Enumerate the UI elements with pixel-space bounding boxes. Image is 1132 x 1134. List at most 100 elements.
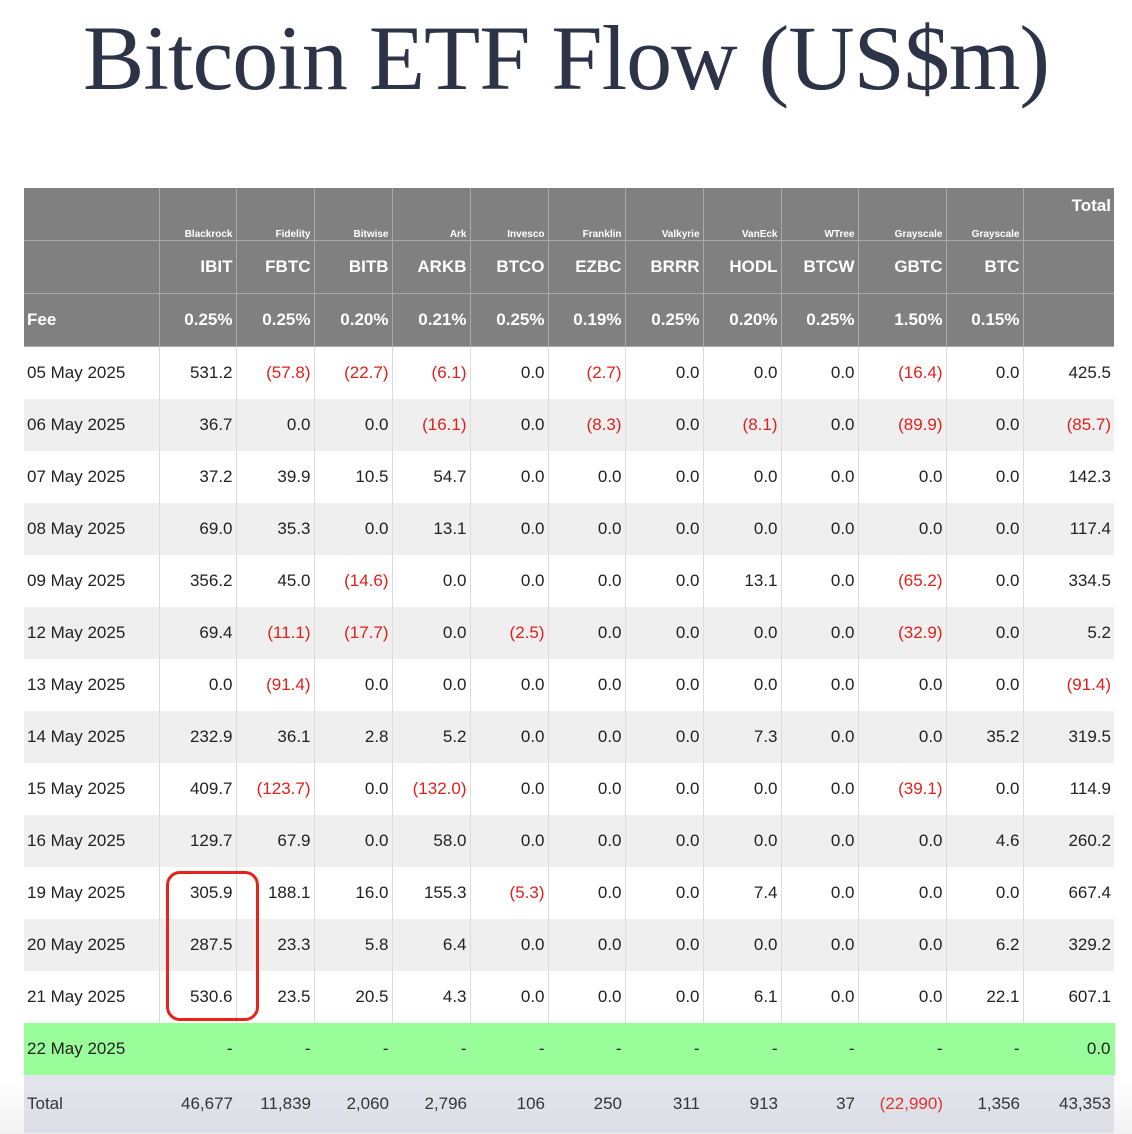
flow-cell: 45.0 (236, 555, 315, 607)
flow-cell: (123.7) (236, 763, 315, 815)
flow-cell: 0.0 (470, 815, 549, 867)
flow-cell: 0.0 (858, 659, 947, 711)
flow-cell: (16.4) (858, 346, 947, 399)
flow-cell: (17.7) (314, 607, 393, 659)
flow-cell: - (703, 1023, 782, 1075)
row-date: 22 May 2025 (24, 1023, 160, 1075)
table-row: 14 May 2025 232.9 36.1 2.8 5.2 0.0 0.0 0.0 7.3 0.… (24, 711, 1114, 763)
flow-cell: (5.3) (470, 867, 549, 919)
flow-cell: 188.1 (236, 867, 315, 919)
flow-cell: 0.0 (236, 399, 315, 451)
flow-cell: - (470, 1023, 549, 1075)
flow-cell: 0.0 (946, 451, 1024, 503)
totals-cell: 2,796 (392, 1075, 470, 1133)
flow-cell: 0.0 (625, 607, 704, 659)
flow-cell: 0.0 (946, 346, 1024, 399)
ticker-header: BTCW (781, 240, 859, 294)
flow-cell: 0.0 (470, 971, 549, 1023)
flow-cell: 0.0 (548, 659, 626, 711)
table-row: 20 May 2025 287.5 23.3 5.8 6.4 0.0 0.0 0.0 0.0 0.… (24, 919, 1114, 971)
flow-cell: 0.0 (781, 815, 859, 867)
flow-cell: 0.0 (392, 659, 471, 711)
flow-cell: 0.0 (548, 971, 626, 1023)
table-row: 16 May 2025 129.7 67.9 0.0 58.0 0.0 0.0 0.0 0.0 0… (24, 815, 1114, 867)
flow-cell: 0.0 (946, 659, 1024, 711)
row-total: 607.1 (1023, 971, 1114, 1023)
row-total: 260.2 (1023, 815, 1114, 867)
flow-cell: (132.0) (392, 763, 471, 815)
flow-cell: 7.4 (703, 867, 782, 919)
total-header-label: Total (1071, 196, 1111, 215)
flow-cell: 129.7 (159, 815, 237, 867)
totals-cell: 913 (703, 1075, 781, 1133)
flow-cell: 531.2 (159, 346, 237, 399)
flow-cell: 0.0 (625, 555, 704, 607)
flow-cell: 0.0 (781, 659, 859, 711)
issuer-header: VanEck (703, 188, 782, 241)
issuer-header: Franklin (548, 188, 626, 241)
table-row: 06 May 2025 36.7 0.0 0.0 (16.1) 0.0 (8.3) 0.0 (8… (24, 399, 1114, 451)
flow-cell: 305.9 (159, 867, 237, 919)
flow-cell: (8.3) (548, 399, 626, 451)
flow-cell: 6.1 (703, 971, 782, 1023)
flow-cell: 0.0 (625, 451, 704, 503)
fee-value: 0.25% (159, 293, 237, 347)
flow-cell: 4.6 (946, 815, 1024, 867)
row-date: 08 May 2025 (24, 503, 160, 555)
row-date: 15 May 2025 (24, 763, 160, 815)
table-row: 21 May 2025 530.6 23.5 20.5 4.3 0.0 0.0 0.0 6.1 0… (24, 971, 1114, 1023)
row-total: 0.0 (1023, 1023, 1115, 1075)
table-row: 19 May 2025 305.9 188.1 16.0 155.3 (5.3) 0.0 0.… (24, 867, 1114, 919)
flow-cell: 0.0 (703, 346, 782, 399)
table-row: 07 May 2025 37.2 39.9 10.5 54.7 0.0 0.0 0.0 0.0 0… (24, 451, 1114, 503)
flow-cell: 0.0 (703, 919, 782, 971)
flow-cell: 0.0 (858, 919, 947, 971)
flow-cell: 409.7 (159, 763, 237, 815)
totals-cell: 311 (625, 1075, 703, 1133)
flow-cell: 0.0 (548, 451, 626, 503)
ticker-header: BTC (946, 240, 1024, 294)
flow-cell: 23.3 (236, 919, 315, 971)
etf-flow-table: Blackrock Fidelity Bitwise Ark Invesco Frankl… (24, 188, 1115, 1133)
row-total: (85.7) (1023, 399, 1114, 451)
fee-value: 1.50% (858, 293, 947, 347)
flow-cell: - (946, 1023, 1024, 1075)
fee-value: 0.15% (946, 293, 1024, 347)
flow-cell: - (548, 1023, 626, 1075)
flow-cell: - (314, 1023, 393, 1075)
flow-cell: 0.0 (703, 607, 782, 659)
flow-cell: - (781, 1023, 859, 1075)
flow-cell: 0.0 (392, 555, 471, 607)
row-total: 334.5 (1023, 555, 1114, 607)
flow-cell: 155.3 (392, 867, 471, 919)
flow-cell: 0.0 (858, 711, 947, 763)
flow-cell: 0.0 (548, 555, 626, 607)
today-row: 22 May 2025- - - - - - - - - - -0.0 (24, 1023, 1115, 1075)
totals-cell: 1,356 (946, 1075, 1023, 1133)
flow-cell: 69.4 (159, 607, 237, 659)
flow-cell: (22.7) (314, 346, 393, 399)
totals-row: Total 46,677 11,839 2,060 2,796 106 250 311 913 3… (24, 1075, 1114, 1133)
flow-cell: 530.6 (159, 971, 237, 1023)
issuer-header: Valkyrie (625, 188, 704, 241)
row-total: 117.4 (1023, 503, 1114, 555)
totals-label: Total (24, 1075, 159, 1133)
flow-cell: (32.9) (858, 607, 947, 659)
flow-cell: 0.0 (781, 503, 859, 555)
flow-cell: 0.0 (470, 555, 549, 607)
ticker-header: EZBC (548, 240, 626, 294)
table-row: 09 May 2025 356.2 45.0 (14.6) 0.0 0.0 0.0 0.0 13… (24, 555, 1114, 607)
header-corner (24, 188, 160, 241)
flow-cell: (91.4) (236, 659, 315, 711)
flow-cell: (65.2) (858, 555, 947, 607)
flow-cell: 58.0 (392, 815, 471, 867)
flow-cell: 0.0 (314, 503, 393, 555)
row-date: 14 May 2025 (24, 711, 160, 763)
flow-cell: 0.0 (781, 971, 859, 1023)
flow-cell: 0.0 (470, 399, 549, 451)
row-date: 05 May 2025 (24, 346, 160, 399)
table-row: 15 May 2025 409.7 (123.7) 0.0 (132.0) 0.0 0.0 0… (24, 763, 1114, 815)
flow-cell: (89.9) (858, 399, 947, 451)
row-total: 5.2 (1023, 607, 1114, 659)
flow-cell: 0.0 (470, 503, 549, 555)
